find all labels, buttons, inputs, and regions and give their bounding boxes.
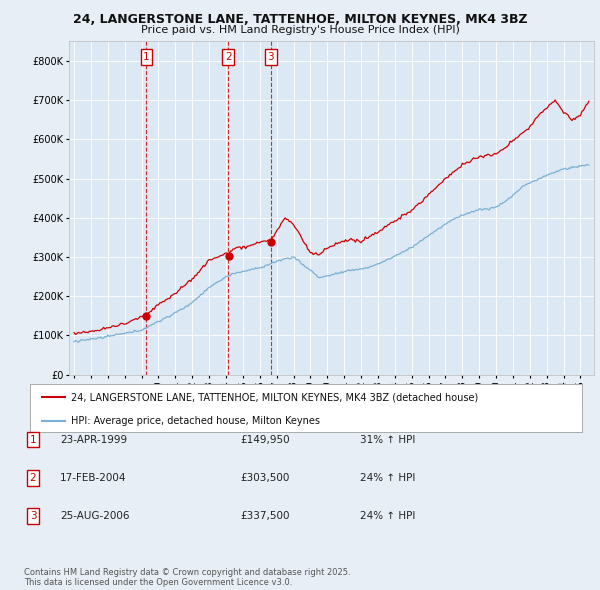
Text: £149,950: £149,950 xyxy=(240,435,290,444)
Text: 25-AUG-2006: 25-AUG-2006 xyxy=(60,512,130,521)
Text: 2: 2 xyxy=(29,473,37,483)
Text: 23-APR-1999: 23-APR-1999 xyxy=(60,435,127,444)
Text: 24% ↑ HPI: 24% ↑ HPI xyxy=(360,473,415,483)
Text: HPI: Average price, detached house, Milton Keynes: HPI: Average price, detached house, Milt… xyxy=(71,416,320,426)
Text: Price paid vs. HM Land Registry's House Price Index (HPI): Price paid vs. HM Land Registry's House … xyxy=(140,25,460,35)
Text: 31% ↑ HPI: 31% ↑ HPI xyxy=(360,435,415,444)
Text: £337,500: £337,500 xyxy=(240,512,290,521)
Text: 17-FEB-2004: 17-FEB-2004 xyxy=(60,473,127,483)
Text: 3: 3 xyxy=(268,52,274,62)
Text: 1: 1 xyxy=(29,435,37,444)
Text: 24% ↑ HPI: 24% ↑ HPI xyxy=(360,512,415,521)
Text: £303,500: £303,500 xyxy=(240,473,289,483)
Text: 1: 1 xyxy=(143,52,150,62)
Text: 2: 2 xyxy=(225,52,232,62)
Text: 3: 3 xyxy=(29,512,37,521)
Text: 24, LANGERSTONE LANE, TATTENHOE, MILTON KEYNES, MK4 3BZ: 24, LANGERSTONE LANE, TATTENHOE, MILTON … xyxy=(73,13,527,26)
Text: Contains HM Land Registry data © Crown copyright and database right 2025.
This d: Contains HM Land Registry data © Crown c… xyxy=(24,568,350,587)
Text: 24, LANGERSTONE LANE, TATTENHOE, MILTON KEYNES, MK4 3BZ (detached house): 24, LANGERSTONE LANE, TATTENHOE, MILTON … xyxy=(71,392,479,402)
